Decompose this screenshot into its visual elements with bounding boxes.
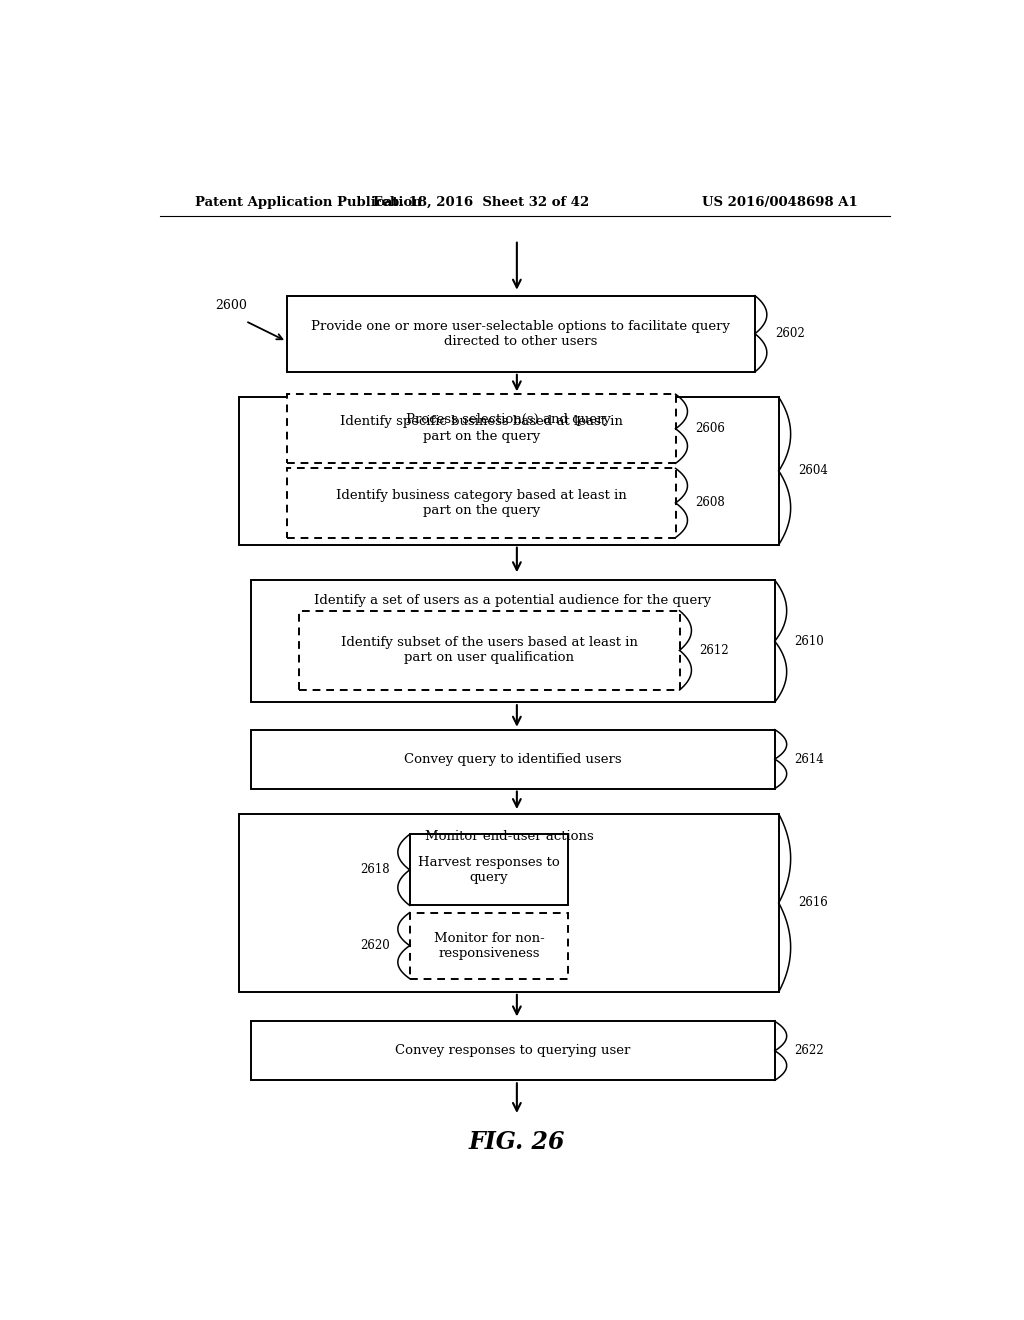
Text: 2618: 2618	[360, 863, 390, 876]
Text: 2600: 2600	[215, 300, 247, 313]
Text: 2608: 2608	[695, 496, 725, 510]
Text: Identify subset of the users based at least in
part on user qualification: Identify subset of the users based at le…	[341, 636, 638, 664]
Text: Convey responses to querying user: Convey responses to querying user	[395, 1044, 631, 1057]
Bar	[287, 395, 676, 463]
Text: Convey query to identified users: Convey query to identified users	[404, 752, 622, 766]
Text: Process selection(s) and query: Process selection(s) and query	[407, 413, 611, 426]
Text: 2620: 2620	[360, 939, 390, 952]
Text: Provide one or more user-selectable options to facilitate query
directed to othe: Provide one or more user-selectable opti…	[311, 319, 730, 347]
Bar	[287, 296, 755, 372]
Bar	[410, 834, 568, 906]
Text: FIG. 26: FIG. 26	[469, 1130, 565, 1154]
Text: Identify a set of users as a potential audience for the query: Identify a set of users as a potential a…	[314, 594, 712, 607]
Text: 2622: 2622	[795, 1044, 824, 1057]
Bar	[240, 814, 779, 991]
Text: 2606: 2606	[695, 422, 725, 436]
Text: Identify specific business based at least in
part on the query: Identify specific business based at leas…	[340, 414, 623, 442]
Text: Monitor end-user actions: Monitor end-user actions	[425, 830, 593, 843]
Bar	[251, 1022, 775, 1080]
Text: Harvest responses to
query: Harvest responses to query	[418, 855, 560, 884]
Text: 2602: 2602	[775, 327, 805, 341]
Text: Patent Application Publication: Patent Application Publication	[196, 195, 422, 209]
Bar	[251, 581, 775, 702]
Bar	[251, 730, 775, 788]
Text: Identify business category based at least in
part on the query: Identify business category based at leas…	[336, 488, 627, 517]
Text: Feb. 18, 2016  Sheet 32 of 42: Feb. 18, 2016 Sheet 32 of 42	[373, 195, 589, 209]
Bar	[287, 469, 676, 537]
Text: US 2016/0048698 A1: US 2016/0048698 A1	[702, 195, 858, 209]
Text: 2610: 2610	[795, 635, 824, 648]
Bar	[299, 611, 680, 690]
Text: 2604: 2604	[799, 465, 828, 478]
Text: Monitor for non-
responsiveness: Monitor for non- responsiveness	[434, 932, 545, 960]
Bar	[240, 397, 779, 545]
Text: 2612: 2612	[699, 644, 729, 657]
Text: 2616: 2616	[799, 896, 828, 909]
Bar	[410, 912, 568, 978]
Text: 2614: 2614	[795, 752, 824, 766]
